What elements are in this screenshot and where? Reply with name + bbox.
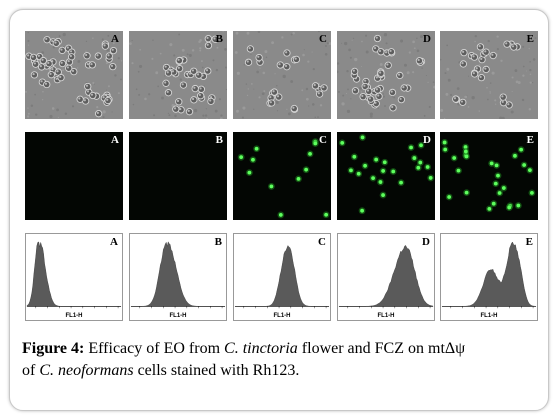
histogram-panel-image	[234, 245, 330, 309]
fluorescence-panel-image	[338, 134, 435, 215]
figure-caption: Figure 4: Efficacy of EO from C. tinctor…	[22, 338, 542, 382]
brightfield-panel-image	[129, 31, 227, 119]
caption-text-1: Efficacy of EO from	[84, 340, 225, 357]
fluorescence-panel-image	[237, 138, 330, 219]
fluorescence-panel-image	[441, 139, 536, 213]
histogram-axis-label: FL1-H	[65, 313, 83, 319]
brightfield-panel-b: B	[129, 31, 227, 119]
panel-letter: D	[423, 33, 431, 45]
panel-letter: B	[214, 236, 222, 248]
brightfield-panel-c: C	[233, 31, 331, 119]
fluorescence-panel-image	[25, 132, 123, 220]
brightfield-panel-image	[337, 33, 435, 118]
histogram-panel-d: D FL1-H	[337, 233, 435, 321]
panel-letter: C	[318, 236, 326, 248]
fluorescence-panel-c: C	[233, 132, 331, 220]
brightfield-panel-image	[440, 34, 537, 119]
histogram-axis-label: FL1-H	[273, 313, 291, 319]
panel-letter: A	[111, 134, 119, 146]
panel-letter: A	[111, 33, 119, 45]
caption-species-2: C. neoformans	[39, 362, 134, 379]
histogram-panel-image	[26, 241, 122, 309]
histogram-panel-image	[338, 245, 434, 309]
brightfield-panel-a: A	[25, 31, 123, 119]
panel-letter: C	[319, 33, 327, 45]
fluorescence-panel-e: E	[440, 132, 538, 220]
histogram-panel-c: C FL1-H	[233, 233, 331, 321]
brightfield-panel-image	[234, 31, 331, 119]
panel-letter: D	[423, 134, 431, 146]
histogram-axis-label: FL1-H	[480, 313, 498, 319]
panel-letter: E	[526, 33, 534, 45]
histogram-panel-b: B FL1-H	[129, 233, 227, 321]
histogram-axis-label: FL1-H	[377, 313, 395, 319]
brightfield-panel-image	[25, 31, 123, 119]
histogram-panel-e: E FL1-H	[440, 233, 538, 321]
panel-letter: E	[526, 134, 534, 146]
caption-text-2: flower and FCZ on mtΔψ	[297, 340, 466, 357]
panel-letter: E	[525, 236, 533, 248]
panel-letter: B	[215, 134, 223, 146]
caption-text-3: of	[22, 362, 40, 379]
histogram-axis-label: FL1-H	[169, 313, 187, 319]
panel-letter: C	[319, 134, 327, 146]
brightfield-panel-e: E	[440, 31, 538, 119]
fluorescence-panel-d: D	[337, 132, 435, 220]
panel-letter: D	[422, 236, 430, 248]
fluorescence-panel-a: A	[25, 132, 123, 220]
caption-text-4: cells stained with Rh123.	[133, 362, 300, 379]
fluorescence-panel-b: B	[129, 132, 227, 220]
histogram-panel-image	[130, 241, 226, 309]
panel-letter: A	[110, 236, 118, 248]
histogram-panel-image	[441, 241, 537, 309]
caption-label: Figure 4:	[22, 340, 85, 357]
histogram-panel-a: A FL1-H	[25, 233, 123, 321]
caption-species-1: C. tinctoria	[224, 340, 298, 357]
brightfield-panel-d: D	[337, 31, 435, 119]
fluorescence-panel-image	[129, 132, 227, 220]
panel-letter: B	[215, 33, 223, 45]
